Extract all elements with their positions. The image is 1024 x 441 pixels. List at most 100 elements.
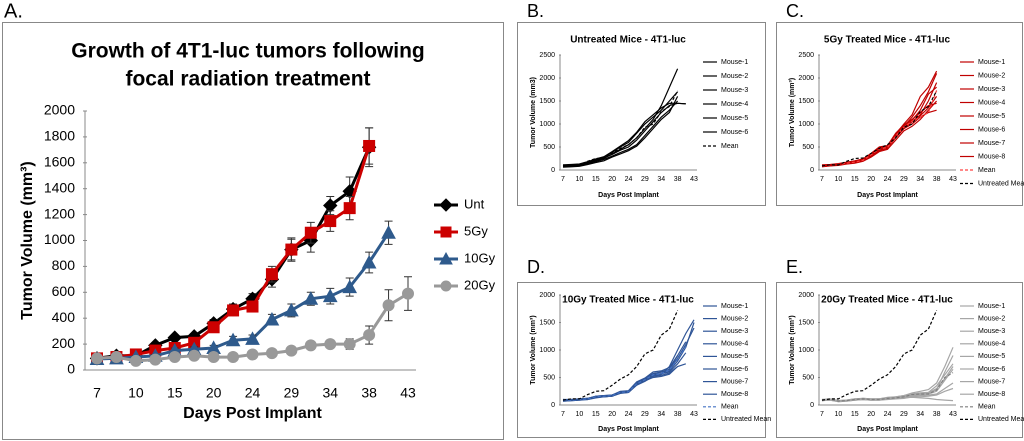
marker (285, 344, 298, 357)
x-tick-label: 38 (933, 176, 941, 183)
marker (361, 254, 377, 269)
y-tick-label: 2500 (539, 52, 555, 59)
marker (227, 304, 240, 317)
series-line (821, 109, 937, 167)
panel-label: E. (786, 257, 803, 277)
x-tick-label: 34 (916, 411, 924, 418)
marker (264, 311, 280, 326)
x-tick-label: 34 (322, 385, 338, 401)
y-tick-label: 1500 (798, 319, 814, 326)
x-tick-label: 43 (690, 411, 698, 418)
marker (245, 331, 260, 345)
y-tick-label: 0 (551, 167, 555, 174)
x-tick-label: 10 (575, 176, 583, 183)
marker (110, 351, 123, 364)
legend-label: Mouse-6 (721, 129, 748, 136)
marker (440, 280, 452, 292)
x-tick-label: 24 (884, 176, 892, 183)
legend-label: Mouse-2 (978, 72, 1005, 79)
marker (324, 338, 337, 351)
marker (265, 268, 278, 281)
marker (342, 279, 358, 294)
series-line (96, 145, 371, 360)
legend-label: Mouse-1 (721, 303, 748, 310)
legend-label: Mouse-8 (978, 391, 1005, 398)
legend-label: Unt (464, 196, 485, 211)
y-tick-label: 1000 (798, 347, 814, 354)
x-tick-label: 20 (608, 411, 616, 418)
x-axis-title: Days Post Implant (598, 192, 659, 199)
marker (363, 139, 376, 152)
series-line (821, 90, 938, 167)
legend-label: Mouse-2 (721, 315, 748, 322)
marker (343, 338, 356, 351)
marker (343, 202, 356, 215)
x-tick-label: 7 (820, 411, 824, 418)
chart-title: focal radiation treatment (125, 68, 370, 91)
legend-label: Mouse-6 (978, 126, 1005, 133)
x-tick-label: 29 (641, 411, 649, 418)
x-tick-label: 29 (284, 385, 300, 401)
y-tick-label: 500 (543, 144, 555, 151)
x-tick-label: 15 (167, 385, 183, 401)
legend-label: Mouse-3 (721, 87, 748, 94)
chart-title: 5Gy Treated Mice - 4T1-luc (824, 35, 951, 46)
y-axis-title: Tumor Volume (mm³) (530, 315, 537, 384)
series-line (821, 372, 954, 402)
legend-label: Mouse-5 (978, 353, 1005, 360)
x-axis-title: Days Post Implant (857, 192, 918, 199)
y-tick-label: 1400 (44, 179, 75, 195)
x-tick-label: 34 (916, 176, 924, 183)
legend-label: Mean (721, 143, 739, 150)
marker (149, 353, 162, 366)
series-line (821, 82, 938, 167)
x-tick-label: 24 (245, 385, 261, 401)
y-tick-label: 1200 (44, 205, 75, 221)
x-tick-label: 34 (657, 411, 665, 418)
x-tick-label: 43 (690, 176, 698, 183)
marker (363, 329, 376, 342)
legend-label: Mouse-8 (721, 391, 748, 398)
legend-label: Mean (978, 167, 996, 174)
y-tick-label: 1500 (539, 319, 555, 326)
x-tick-label: 43 (949, 176, 957, 183)
y-tick-label: 2000 (539, 75, 555, 82)
marker (91, 352, 103, 365)
marker (439, 251, 453, 265)
y-tick-label: 1800 (44, 128, 75, 144)
marker (284, 302, 299, 317)
legend-label: Mean (978, 404, 996, 411)
legend-label: Untreated Mean (721, 416, 771, 423)
y-tick-label: 500 (802, 144, 814, 151)
legend-label: Mouse-7 (721, 378, 748, 385)
y-tick-label: 400 (52, 309, 76, 325)
legend-label: Untreated Mean (978, 416, 1024, 423)
marker (381, 225, 396, 239)
legend-label: Mouse-4 (721, 101, 748, 108)
y-tick-label: 2000 (798, 292, 814, 299)
chart-title: Untreated Mice - 4T1-luc (570, 35, 686, 46)
x-tick-label: 20 (867, 176, 875, 183)
legend-label: Mouse-7 (978, 378, 1005, 385)
x-tick-label: 24 (625, 176, 633, 183)
panel-frame (517, 282, 766, 438)
marker (168, 351, 181, 364)
marker (382, 299, 395, 312)
x-tick-label: 38 (674, 411, 682, 418)
x-tick-label: 20 (608, 176, 616, 183)
marker (225, 332, 241, 347)
y-tick-label: 2000 (539, 292, 555, 299)
series-line (562, 310, 679, 401)
y-tick-label: 1500 (539, 98, 555, 105)
x-tick-label: 20 (206, 385, 222, 401)
y-axis-title: Tumor Volume (mm³) (789, 78, 796, 147)
legend-label: Mouse-5 (721, 353, 748, 360)
y-tick-label: 0 (67, 361, 75, 377)
legend-label: 20Gy (464, 277, 496, 292)
legend-label: Mouse-3 (978, 328, 1005, 335)
chart-title: Growth of 4T1-luc tumors following (71, 40, 424, 63)
panel-frame (517, 22, 766, 206)
legend-label: Mouse-4 (721, 341, 748, 348)
legend-label: Mouse-1 (978, 303, 1005, 310)
series-line (96, 231, 390, 361)
